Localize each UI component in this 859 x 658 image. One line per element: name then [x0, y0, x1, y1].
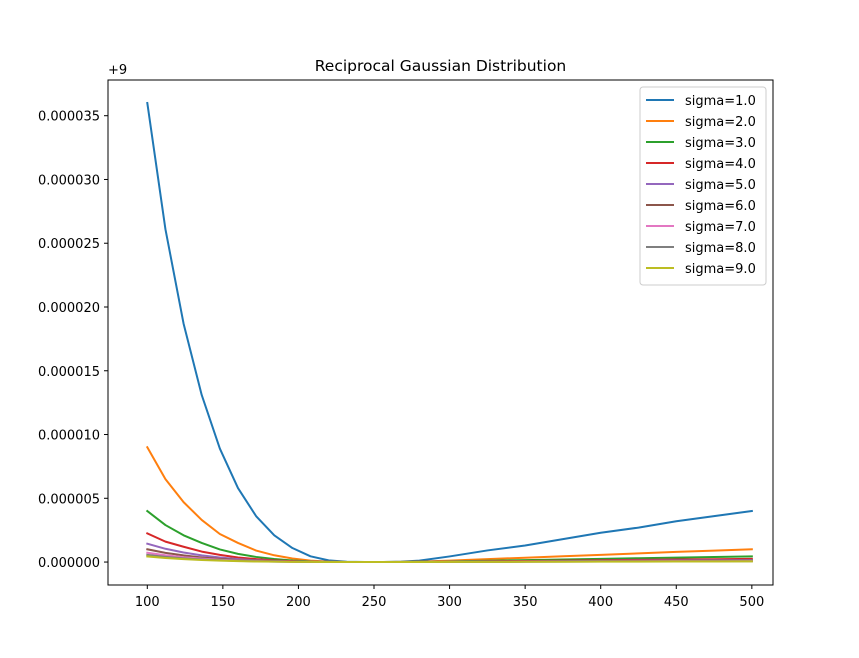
- x-tick-label: 250: [362, 595, 387, 610]
- legend-label: sigma=1.0: [685, 94, 756, 109]
- chart-title: Reciprocal Gaussian Distribution: [315, 57, 567, 75]
- x-tick-label: 300: [437, 595, 462, 610]
- legend-label: sigma=9.0: [685, 262, 756, 277]
- legend-label: sigma=2.0: [685, 115, 756, 130]
- y-tick-label: 0.000025: [38, 237, 100, 252]
- y-tick-label: 0.000035: [38, 110, 100, 125]
- y-tick-label: 0.000015: [38, 365, 100, 380]
- x-tick-label: 100: [135, 595, 160, 610]
- y-tick-label: 0.000005: [38, 492, 100, 507]
- y-tick-label: 0.000010: [38, 429, 100, 444]
- legend-box: [639, 86, 767, 286]
- series-layer: [145, 101, 753, 564]
- x-tick-label: 400: [588, 595, 613, 610]
- legend: sigma=1.0 sigma=2.0 sigma=3.0 sigma=4.0 sigm…: [639, 86, 767, 286]
- x-tick-label: 500: [739, 595, 764, 610]
- y-offset-label: +9: [108, 63, 127, 78]
- legend-label: sigma=8.0: [685, 241, 756, 256]
- legend-label: sigma=6.0: [685, 199, 756, 214]
- y-tick-label: 0.000030: [38, 173, 100, 188]
- legend-label: sigma=7.0: [685, 220, 756, 235]
- y-tick-label: 0.000000: [38, 556, 100, 571]
- series-line-9: [146, 555, 753, 564]
- legend-label: sigma=4.0: [685, 157, 756, 172]
- x-tick-label: 350: [513, 595, 538, 610]
- legend-label: sigma=5.0: [685, 178, 756, 193]
- x-tick-label: 150: [210, 595, 235, 610]
- legend-label: sigma=3.0: [685, 136, 756, 151]
- axes-layer: 100 150 200 250 300 350 400 450 500 0.000000 0.000…: [38, 79, 774, 610]
- plot-frame: [107, 79, 774, 586]
- x-tick-label: 200: [286, 595, 311, 610]
- x-tick-label: 450: [664, 595, 689, 610]
- y-tick-label: 0.000020: [38, 301, 100, 316]
